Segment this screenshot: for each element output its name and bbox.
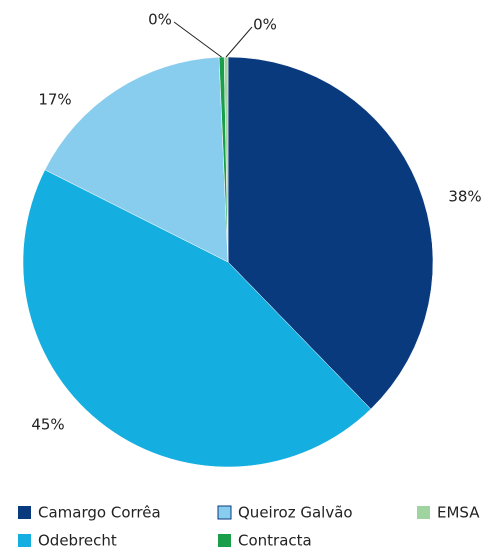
data-label: 17% [38, 91, 71, 109]
legend-label: Odebrecht [38, 532, 117, 550]
legend-label: Queiroz Galvão [238, 504, 353, 522]
legend-swatch [417, 506, 430, 519]
leader-line [173, 21, 222, 58]
data-label: 0% [148, 11, 172, 29]
legend-swatch [217, 505, 232, 520]
leader-line [225, 26, 253, 58]
data-label: 45% [31, 416, 64, 434]
pie-slice [44, 56, 229, 263]
legend-label: EMSA [437, 504, 480, 522]
legend-swatch [18, 534, 31, 547]
legend-label: Camargo Corrêa [38, 504, 161, 522]
data-label: 0% [253, 16, 277, 34]
pie-slice [227, 56, 434, 410]
data-label: 38% [448, 188, 481, 206]
legend-swatch [218, 534, 231, 547]
legend-label: Contracta [238, 532, 312, 550]
pie-slice [22, 169, 372, 468]
legend-swatch [18, 506, 31, 519]
